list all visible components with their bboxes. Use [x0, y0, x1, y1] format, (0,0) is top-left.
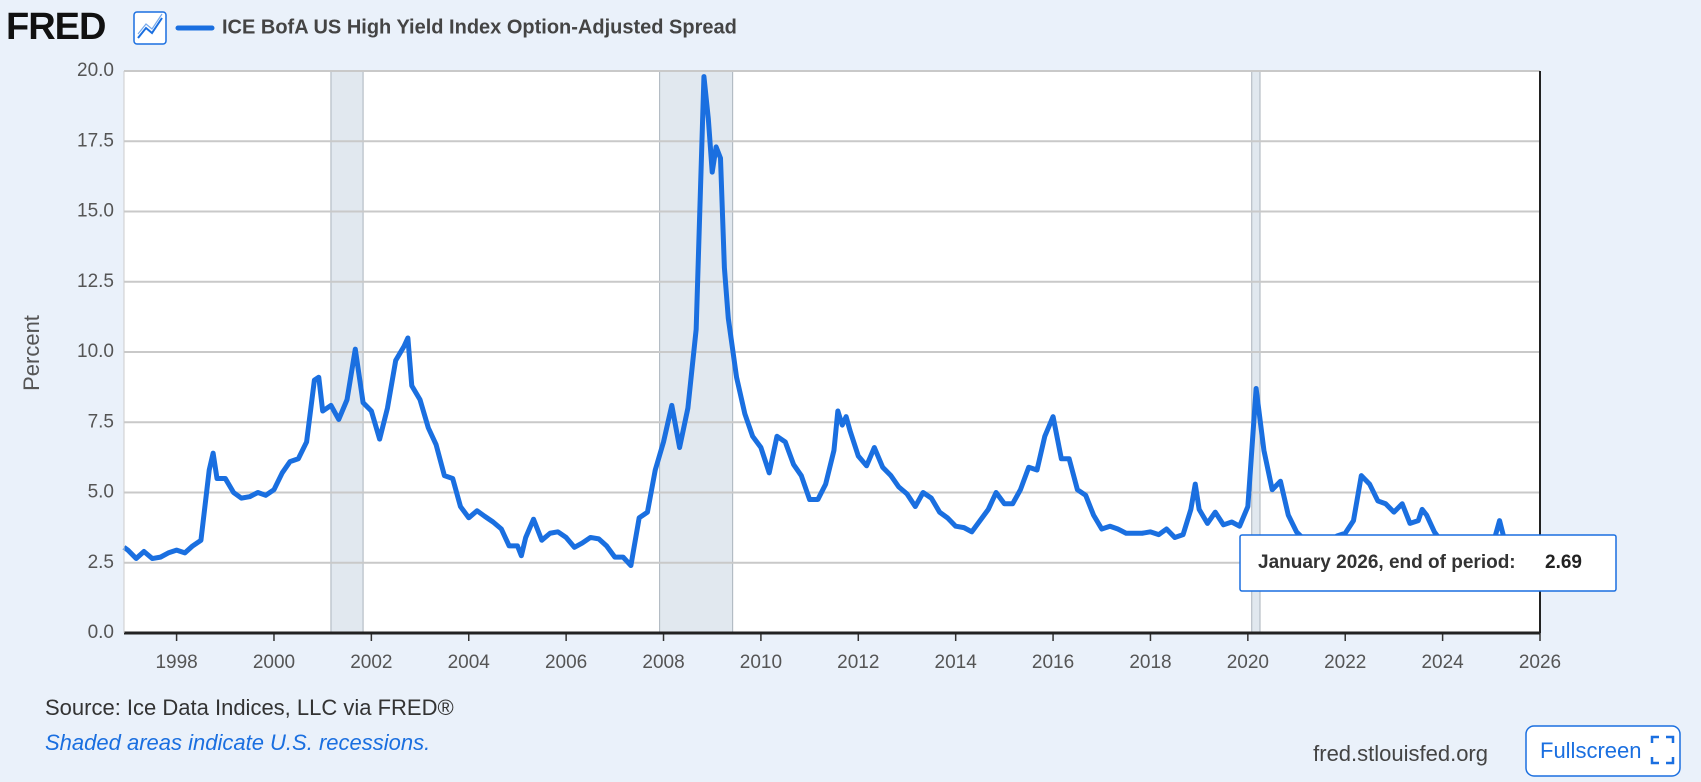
y-axis-label: Percent	[19, 315, 44, 391]
fullscreen-label[interactable]: Fullscreen	[1540, 738, 1641, 763]
y-tick-label: 12.5	[77, 271, 114, 292]
logo-icon	[133, 11, 167, 45]
x-tick-label: 2024	[1421, 652, 1464, 673]
tooltip-value: 2.69	[1545, 552, 1582, 573]
x-tick-label: 2022	[1324, 652, 1366, 673]
tooltip-label: January 2026, end of period:	[1258, 552, 1516, 573]
y-tick-label: 15.0	[77, 201, 114, 222]
x-tick-label: 2006	[545, 652, 587, 673]
x-tick-label: 2008	[642, 652, 684, 673]
tooltip-box	[1239, 534, 1617, 592]
source: Source: Ice Data Indices, LLC via FRED®	[45, 695, 454, 720]
recession-note: Shaded areas indicate U.S. recessions.	[45, 730, 430, 755]
y-tick-label: 0.0	[88, 622, 114, 643]
y-tick-label: 5.0	[88, 482, 114, 503]
y-tick-label: 7.5	[88, 411, 114, 432]
x-tick-label: 2020	[1227, 652, 1269, 673]
legend-label: ICE BofA US High Yield Index Option-Adju…	[222, 16, 737, 38]
x-tick-label: 2012	[837, 652, 879, 673]
y-tick-label: 20.0	[77, 60, 114, 81]
x-tick-label: 1998	[155, 652, 197, 673]
series-line	[122, 74, 1541, 569]
brand-logo: FRED	[6, 6, 105, 48]
y-tick-label: 2.5	[88, 552, 114, 573]
x-tick-label: 2026	[1519, 652, 1561, 673]
x-tick-label: 2000	[253, 652, 295, 673]
x-tick-label: 2016	[1032, 652, 1074, 673]
x-tick-label: 2018	[1129, 652, 1171, 673]
y-tick-label: 17.5	[77, 130, 114, 151]
y-tick-label: 10.0	[77, 341, 114, 362]
x-tick-label: 2014	[935, 652, 978, 673]
fullscreen-icon[interactable]	[1650, 735, 1675, 765]
x-tick-label: 2004	[448, 652, 491, 673]
x-tick-label: 2002	[350, 652, 392, 673]
x-tick-label: 2010	[740, 652, 782, 673]
site-url: fred.stlouisfed.org	[1313, 741, 1488, 766]
fullscreen-button[interactable]: Fullscreen	[1525, 725, 1681, 777]
